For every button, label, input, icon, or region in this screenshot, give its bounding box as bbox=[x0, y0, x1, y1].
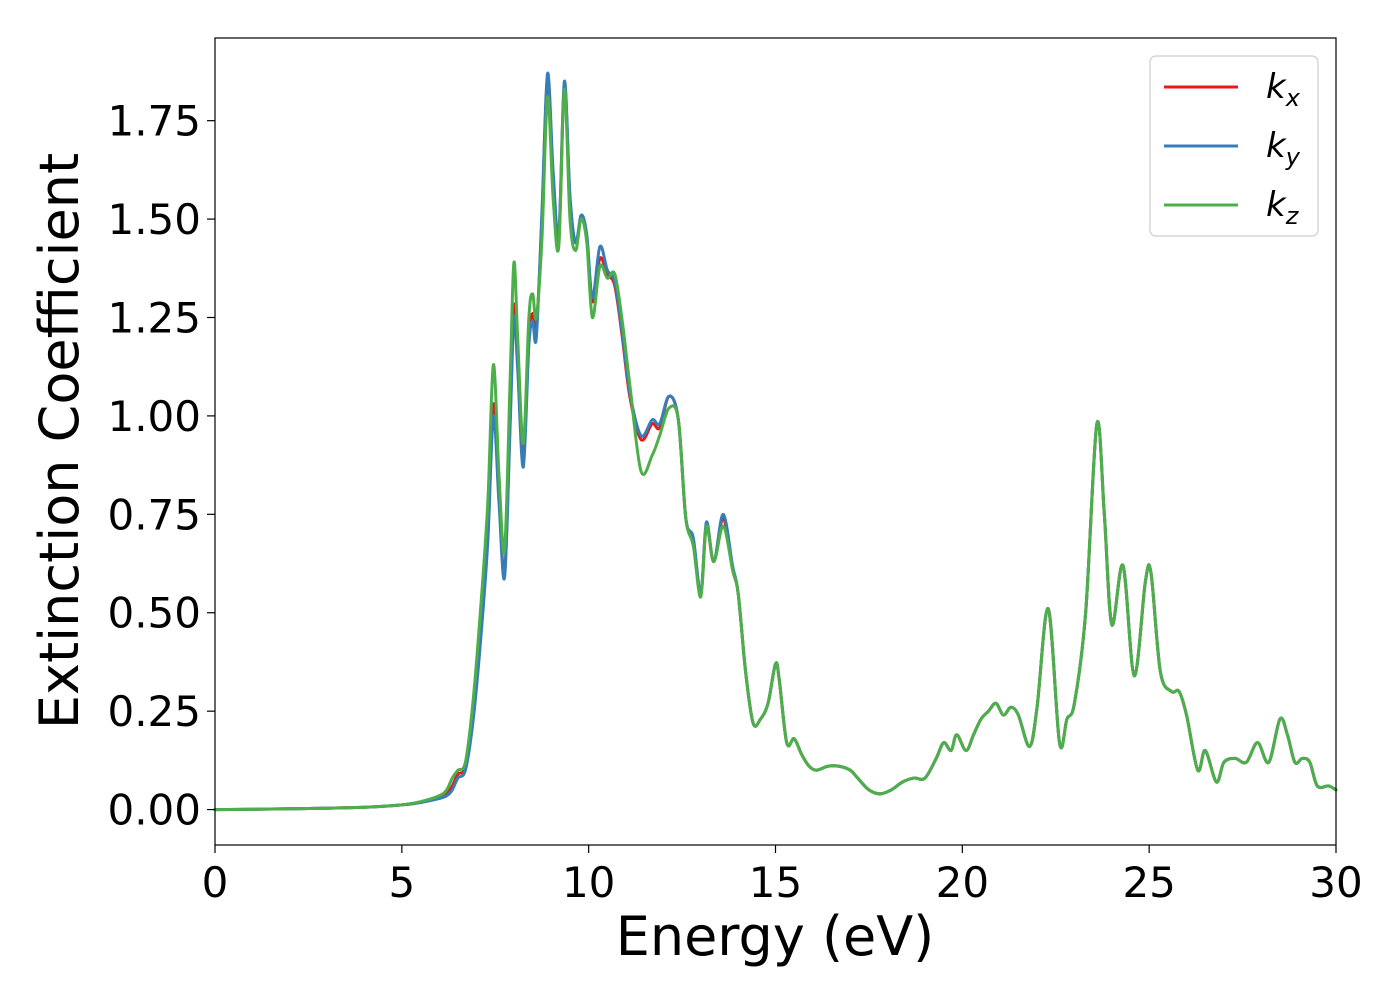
x-tick-label: 30 bbox=[1309, 858, 1362, 907]
y-tick-label: 0.00 bbox=[107, 786, 201, 835]
plot-area bbox=[215, 38, 1336, 845]
series-line-kz bbox=[213, 87, 1338, 812]
y-tick-label: 0.50 bbox=[107, 589, 201, 638]
y-tick-label: 1.75 bbox=[107, 97, 201, 146]
x-tick-label: 20 bbox=[936, 858, 989, 907]
legend-label-kz: kz bbox=[1266, 185, 1300, 230]
x-tick-label: 25 bbox=[1122, 858, 1175, 907]
legend-label-subscript: x bbox=[1285, 84, 1301, 112]
x-tick-label: 15 bbox=[749, 858, 802, 907]
x-axis: 0 5 10 15 20 25 30 bbox=[202, 845, 1363, 907]
legend-label-subscript: z bbox=[1285, 202, 1300, 230]
legend-label-main: k bbox=[1266, 126, 1287, 166]
y-tick-label: 1.50 bbox=[107, 195, 201, 244]
x-axis-title: Energy (eV) bbox=[616, 905, 935, 968]
y-tick-label: 1.00 bbox=[107, 392, 201, 441]
y-tick-label: 0.25 bbox=[107, 687, 201, 736]
legend-label-main: k bbox=[1266, 67, 1287, 107]
y-tick-label: 1.25 bbox=[107, 293, 201, 342]
x-tick-label: 5 bbox=[388, 858, 415, 907]
legend-label-main: k bbox=[1266, 185, 1287, 225]
y-axis-title: Extinction Coefficient bbox=[28, 153, 91, 729]
y-axis: 0.00 0.25 0.50 0.75 1.00 1.25 1.50 1.75 bbox=[107, 97, 215, 835]
legend-label-ky: ky bbox=[1266, 126, 1301, 171]
legend-label-kx: kx bbox=[1266, 67, 1301, 112]
x-tick-label: 0 bbox=[202, 858, 229, 907]
x-tick-label: 10 bbox=[562, 858, 615, 907]
legend-label-subscript: y bbox=[1285, 143, 1301, 171]
y-tick-label: 0.75 bbox=[107, 490, 201, 539]
series-layer bbox=[213, 71, 1338, 812]
